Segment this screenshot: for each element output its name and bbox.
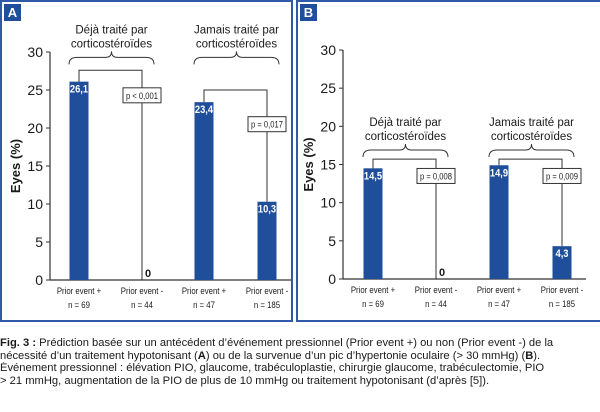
p-value-label: p = 0,017 bbox=[251, 119, 283, 130]
caption-ref-a: A bbox=[197, 349, 206, 362]
significance-bracket bbox=[498, 158, 563, 247]
x-category-label: Prior event - bbox=[121, 285, 163, 296]
y-axis-label: Eyes (%) bbox=[301, 137, 316, 191]
bar-value-label: 0 bbox=[439, 267, 445, 279]
chart-a: 0 5 10 15 20 25 30 Eyes (%) 26,1 Prior event + n =… bbox=[8, 24, 291, 310]
panel-a: A 0 5 10 15 20 25 30 Eyes (%) 26,1 Prior event + n… bbox=[0, 0, 293, 322]
x-category-label: Prior event - bbox=[415, 284, 457, 295]
y-tick-label: 25 bbox=[27, 82, 43, 98]
x-category-label: Prior event + bbox=[57, 285, 101, 296]
y-tick-label: 5 bbox=[328, 233, 336, 249]
x-category-label: Prior event - bbox=[246, 285, 288, 296]
x-category-label: Prior event + bbox=[351, 284, 395, 295]
x-category-label: Prior event + bbox=[182, 285, 226, 296]
y-tick-label: 10 bbox=[320, 195, 336, 211]
significance-bracket bbox=[372, 158, 437, 279]
caption-fig-label: Fig. 3 : bbox=[0, 337, 37, 349]
y-axis-label: Eyes (%) bbox=[8, 139, 23, 193]
significance-bracket bbox=[203, 89, 268, 202]
x-category-label: Prior event - bbox=[541, 284, 583, 295]
y-tick-label: 5 bbox=[35, 234, 43, 250]
panel-b-tag: B bbox=[300, 4, 317, 21]
group-title-line-1: Déjà traité par bbox=[369, 117, 441, 129]
caption-line-2c: ). bbox=[533, 349, 541, 362]
x-category-n: n = 47 bbox=[193, 299, 215, 310]
panel-b: B 0 5 10 15 20 25 30 Eyes (%) 14,5 Prior event + n… bbox=[296, 0, 600, 322]
x-category-n: n = 47 bbox=[488, 298, 510, 309]
group-title-line-2: corticostéroïdes bbox=[491, 131, 572, 143]
bar-value-label: 10,3 bbox=[258, 204, 276, 216]
bar-value-label: 14,9 bbox=[490, 168, 508, 180]
significance-bracket bbox=[78, 69, 143, 280]
panel-a-tag: A bbox=[4, 4, 21, 21]
y-tick-label: 25 bbox=[320, 80, 336, 96]
x-category-n: n = 44 bbox=[425, 298, 447, 309]
group-title-line-1: Déjà traité par bbox=[75, 24, 147, 36]
curly-brace bbox=[488, 143, 575, 158]
group-title-line-1: Jamais traité par bbox=[194, 24, 279, 36]
y-tick-label: 20 bbox=[320, 118, 336, 134]
bar bbox=[552, 246, 572, 279]
bar bbox=[69, 81, 89, 280]
group-title-line-2: corticostéroïdes bbox=[365, 131, 446, 143]
p-value-label: p < 0,001 bbox=[126, 90, 158, 101]
curly-brace bbox=[193, 51, 280, 65]
caption-line-2b: ) ou de la survenue d’un pic d’hypertoni… bbox=[205, 349, 526, 362]
caption-ref-b: B bbox=[525, 349, 534, 362]
p-value-box bbox=[416, 167, 456, 184]
group-title-line-2: corticostéroïdes bbox=[196, 38, 277, 50]
bar-value-label: 4,3 bbox=[556, 249, 569, 261]
bar bbox=[257, 201, 277, 280]
bar-value-label: 26,1 bbox=[70, 84, 88, 96]
figure-caption: Fig. 3 : Prédiction basée sur un antécéd… bbox=[0, 337, 600, 387]
x-category-n: n = 185 bbox=[254, 299, 280, 310]
x-category-n: n = 185 bbox=[549, 298, 575, 309]
x-category-n: n = 44 bbox=[131, 299, 153, 310]
curly-brace bbox=[68, 51, 155, 65]
bar-value-label: 14,5 bbox=[364, 171, 382, 183]
y-tick-label: 15 bbox=[320, 157, 336, 173]
x-category-label: Prior event + bbox=[477, 284, 521, 295]
p-value-box bbox=[122, 87, 162, 104]
y-tick-label: 0 bbox=[328, 271, 336, 287]
caption-line-1: Prédiction basée sur un antécédent d’évé… bbox=[36, 337, 554, 349]
p-value-box bbox=[247, 116, 287, 133]
bar bbox=[363, 168, 383, 279]
group-title-line-2: corticostéroïdes bbox=[71, 38, 152, 50]
caption-line-2a: nécessité d’un traitement hypotonisant ( bbox=[0, 349, 198, 362]
curly-brace bbox=[362, 143, 449, 158]
bar bbox=[489, 165, 509, 279]
bar-value-label: 0 bbox=[145, 268, 151, 280]
y-tick-label: 0 bbox=[35, 272, 43, 288]
y-tick-label: 20 bbox=[27, 120, 43, 136]
y-tick-label: 10 bbox=[27, 196, 43, 212]
p-value-label: p = 0,009 bbox=[546, 171, 578, 182]
x-category-n: n = 69 bbox=[362, 298, 384, 309]
caption-line-3: Événement pressionnel : élévation PIO, g… bbox=[0, 362, 545, 375]
x-category-n: n = 69 bbox=[68, 299, 90, 310]
y-tick-label: 15 bbox=[27, 158, 43, 174]
group-title-line-1: Jamais traité par bbox=[489, 117, 574, 129]
chart-b: 0 5 10 15 20 25 30 Eyes (%) 14,5 Prior event + n =… bbox=[301, 42, 586, 309]
p-value-label: p = 0,008 bbox=[420, 171, 452, 182]
bar bbox=[194, 102, 214, 280]
caption-line-4: > 21 mmHg, augmentation de la PIO de plu… bbox=[0, 374, 490, 387]
y-tick-label: 30 bbox=[27, 44, 43, 60]
bar-value-label: 23,4 bbox=[195, 105, 213, 117]
p-value-box bbox=[542, 167, 582, 184]
y-tick-label: 30 bbox=[320, 42, 336, 58]
